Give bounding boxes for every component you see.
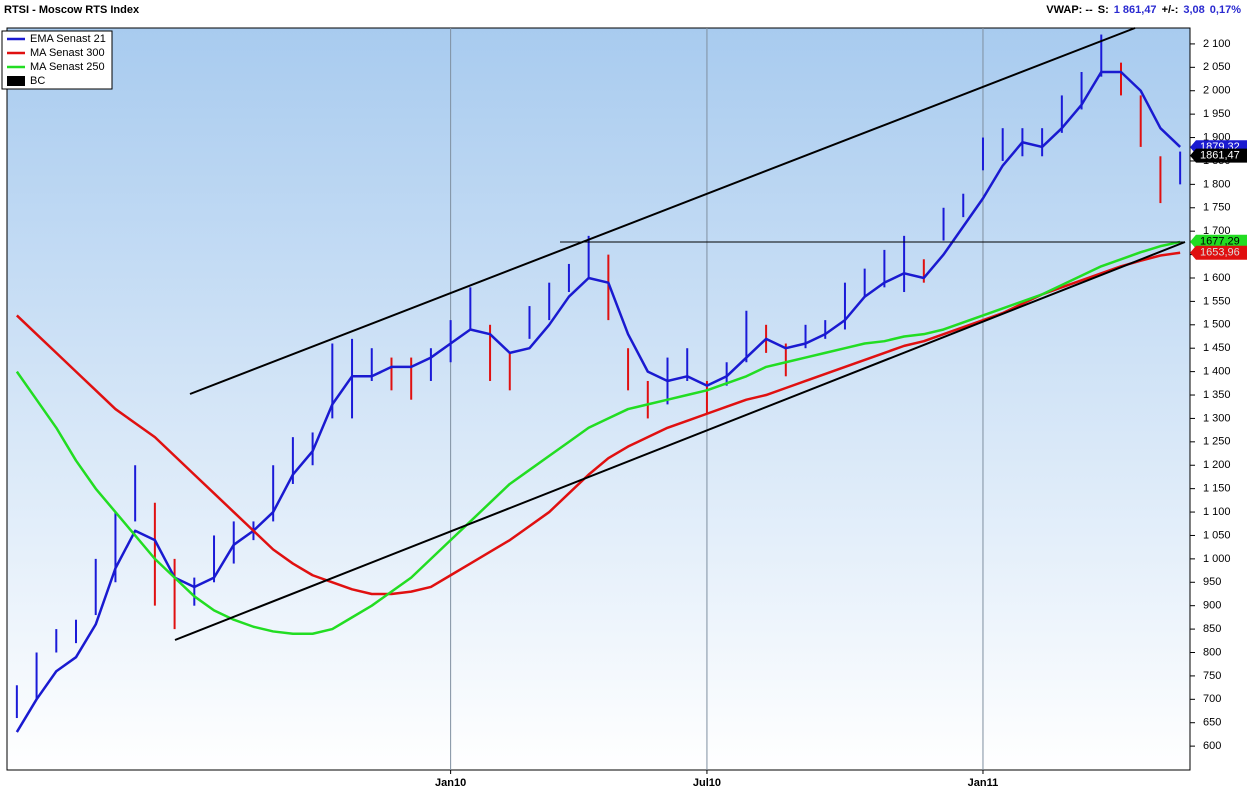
y-tick-label: 1 500	[1203, 319, 1231, 331]
y-tick-label: 1 250	[1203, 436, 1231, 448]
legend-swatch	[7, 76, 25, 86]
y-tick-label: 1 300	[1203, 412, 1231, 424]
y-tick-label: 2 000	[1203, 85, 1231, 97]
y-tick-label: 2 100	[1203, 38, 1231, 50]
series-line	[15, 251, 1181, 596]
y-tick-label: 1 100	[1203, 506, 1231, 518]
status-item: 1 861,47	[1113, 4, 1157, 16]
header: RTSI - Moscow RTS Index VWAP: -- S: 1 861,…	[0, 0, 1247, 22]
y-axis: 600 650 700 750 800 850 900 950 1 000 1 050 1 100 1…	[435, 38, 1247, 789]
y-tick-label: 850	[1203, 623, 1221, 635]
status-item: 3,08	[1183, 4, 1205, 16]
last-value-label: 1677,29	[1200, 236, 1240, 248]
legend: EMA Senast 21 MA Senast 300 MA Senast 250 B…	[1, 30, 113, 90]
y-tick-label: 1 000	[1203, 553, 1231, 565]
y-tick-label: 1 200	[1203, 459, 1231, 471]
y-tick-label: 1 750	[1203, 202, 1231, 214]
x-tick-label: Jan11	[968, 777, 999, 789]
plot-area	[6, 27, 1191, 771]
y-tick-label: 750	[1203, 670, 1221, 682]
y-tick-label: 1 600	[1203, 272, 1231, 284]
x-tick-label: Jul10	[693, 777, 721, 789]
series-line	[15, 70, 1182, 733]
y-tick-label: 800	[1203, 646, 1221, 658]
last-value-label: 1861,47	[1200, 149, 1240, 161]
y-tick-label: 2 050	[1203, 61, 1231, 73]
y-tick-label: 600	[1203, 740, 1221, 752]
legend-label: BC	[30, 75, 45, 87]
legend-label: MA Senast 300	[30, 47, 105, 59]
trend-line-upper	[189, 27, 1136, 395]
y-tick-label: 1 400	[1203, 366, 1231, 378]
last-value-badge	[1190, 245, 1247, 260]
y-tick-label: 900	[1203, 600, 1221, 612]
last-value-badge	[1190, 234, 1247, 249]
status-item: S:	[1097, 4, 1109, 16]
chart-title: RTSI - Moscow RTS Index	[4, 4, 140, 16]
y-tick-label: 700	[1203, 693, 1221, 705]
last-value-label: 1653,96	[1200, 247, 1240, 259]
y-tick-label: 1 550	[1203, 295, 1231, 307]
y-tick-label: 1 350	[1203, 389, 1231, 401]
y-tick-label: 1 150	[1203, 483, 1231, 495]
legend-label: EMA Senast 21	[30, 33, 106, 45]
last-value-badge	[1190, 148, 1247, 163]
x-tick-label: Jan10	[435, 777, 466, 789]
y-tick-label: 1 450	[1203, 342, 1231, 354]
y-tick-label: 1 050	[1203, 529, 1231, 541]
legend-label: MA Senast 250	[30, 61, 105, 73]
status-item: 0,17%	[1209, 4, 1241, 16]
status-item: +/-:	[1161, 4, 1179, 16]
y-tick-label: 1 800	[1203, 178, 1231, 190]
status-bar: VWAP: -- S: 1 861,47 +/-: 3,08 0,17%	[1046, 4, 1241, 16]
y-tick-label: 950	[1203, 576, 1221, 588]
y-tick-label: 1 950	[1203, 108, 1231, 120]
y-tick-label: 1 700	[1203, 225, 1231, 237]
status-item: VWAP: --	[1046, 4, 1093, 16]
y-tick-label: 650	[1203, 717, 1221, 729]
series-line	[15, 240, 1181, 636]
trend-line-lower	[174, 241, 1186, 641]
marks	[15, 34, 1182, 733]
